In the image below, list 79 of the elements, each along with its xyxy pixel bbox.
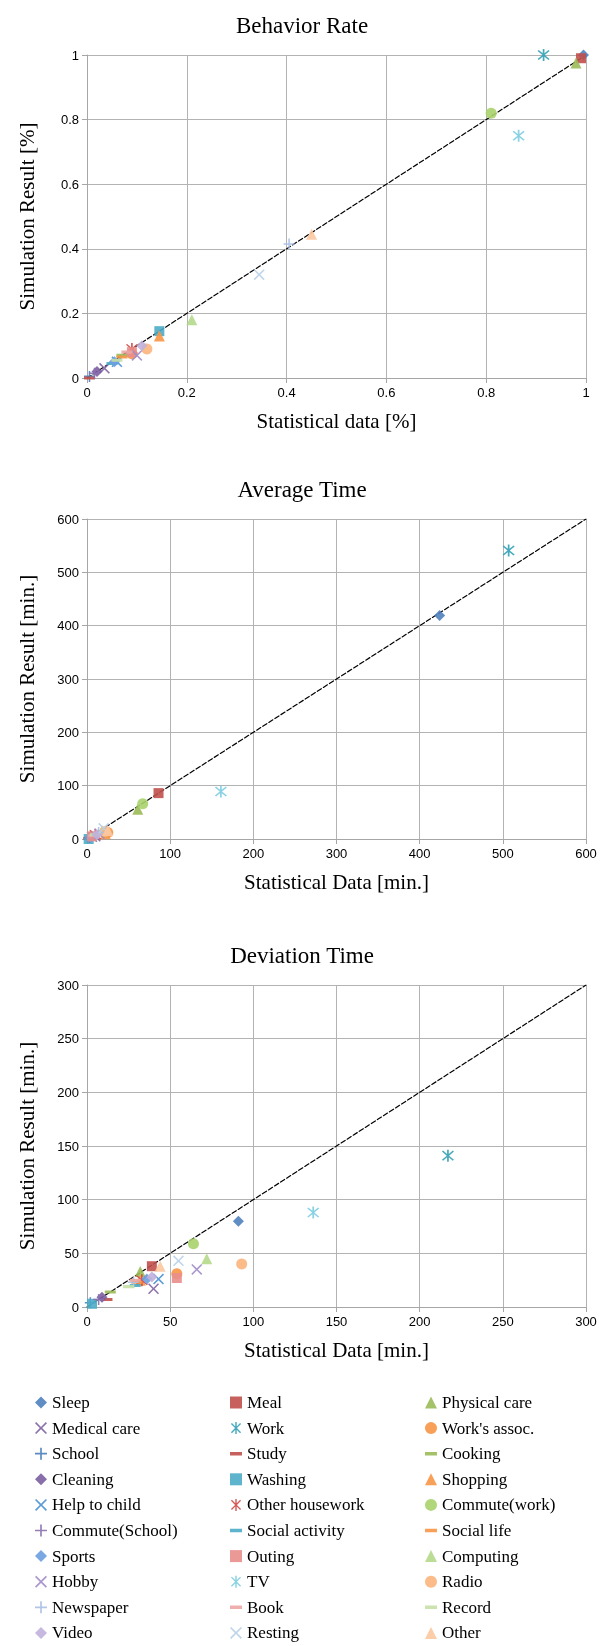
legend-label: Book: [247, 1597, 285, 1617]
x-tick-label: 0: [83, 385, 91, 400]
y-tick-label: 50: [64, 1245, 79, 1261]
legend-label: Sleep: [52, 1393, 90, 1412]
x-tick-label: 300: [325, 846, 348, 861]
legend-label: Cooking: [442, 1444, 502, 1464]
x-tick-label: 250: [491, 1314, 514, 1329]
y-tick-label: 300: [57, 671, 79, 687]
x-tick-label: 50: [162, 1314, 178, 1329]
y-tick-label: 600: [57, 511, 79, 527]
legend-label: Outing: [247, 1546, 295, 1566]
legend-label: Radio: [442, 1572, 483, 1592]
x-tick-label: 0: [83, 1314, 91, 1329]
y-axis-title: Simulation Result [min.]: [14, 574, 39, 784]
legend-label: Medical care: [52, 1418, 141, 1438]
y-tick-label: 100: [57, 1192, 79, 1208]
y-tick-label: 0.4: [60, 241, 79, 257]
x-tick-label: 0: [83, 846, 91, 861]
x-tick-label: 600: [575, 846, 597, 861]
legend-label: Other: [442, 1623, 482, 1643]
legend-label: Physical care: [442, 1393, 533, 1412]
chart-title: Deviation Time: [230, 943, 374, 968]
legend-label: Resting: [247, 1623, 300, 1643]
x-tick-label: 1: [582, 385, 590, 400]
legend-label: School: [52, 1444, 100, 1464]
y-tick-label: 0.8: [60, 112, 79, 128]
y-tick-label: 400: [57, 618, 79, 634]
x-tick-label: 0.2: [177, 385, 196, 400]
y-tick-label: 200: [57, 724, 79, 740]
legend-label: Help to child: [52, 1495, 142, 1515]
legend-label: Commute(work): [442, 1495, 556, 1515]
x-tick-label: 200: [408, 1314, 431, 1329]
y-tick-label: 250: [57, 1031, 79, 1047]
legend-label: Sports: [52, 1546, 96, 1566]
x-axis-title: Statistical Data [min.]: [244, 1337, 429, 1362]
x-tick-label: 0.8: [477, 385, 496, 400]
chart-title: Behavior Rate: [235, 13, 369, 38]
y-tick-label: 150: [57, 1138, 79, 1154]
y-axis-title: Simulation Result [min.]: [14, 1041, 39, 1251]
chart-title: Average Time: [237, 477, 367, 502]
legend-label: Commute(School): [52, 1521, 178, 1540]
legend-label: Work's assoc.: [442, 1418, 535, 1438]
y-tick-label: 0.2: [60, 305, 79, 321]
legend-label: Social life: [442, 1521, 512, 1540]
legend-label: Work: [247, 1418, 285, 1438]
legend-label: Newspaper: [52, 1597, 129, 1617]
x-tick-label: 0.6: [377, 385, 396, 400]
legend-label: Social activity: [247, 1521, 346, 1540]
y-tick-label: 500: [57, 564, 79, 580]
x-tick-label: 500: [491, 846, 514, 861]
x-tick-label: 100: [242, 1314, 265, 1329]
legend-label: Video: [52, 1623, 93, 1643]
y-tick-label: 300: [57, 977, 79, 993]
x-tick-label: 0.4: [277, 385, 296, 400]
legend-label: Other housework: [247, 1495, 366, 1515]
legend-label: Cleaning: [52, 1469, 114, 1489]
legend-label: Hobby: [52, 1572, 99, 1592]
y-tick-label: 0.6: [60, 176, 79, 192]
legend-label: Computing: [442, 1546, 520, 1566]
y-axis-title: Simulation Result [%]: [14, 122, 39, 311]
x-axis-title: Statistical data [%]: [256, 408, 417, 433]
x-tick-label: 300: [575, 1314, 597, 1329]
y-tick-label: 0: [71, 370, 79, 386]
y-tick-label: 200: [57, 1084, 79, 1100]
x-tick-label: 100: [159, 846, 182, 861]
x-axis-title: Statistical Data [min.]: [244, 869, 429, 894]
x-tick-label: 400: [408, 846, 431, 861]
legend-label: Shopping: [442, 1469, 508, 1489]
legend-label: Meal: [247, 1393, 283, 1412]
x-tick-label: 200: [242, 846, 265, 861]
legend-label: Study: [247, 1444, 288, 1464]
y-tick-label: 0: [71, 1299, 79, 1315]
x-tick-label: 150: [325, 1314, 348, 1329]
legend-label: Washing: [247, 1469, 307, 1489]
y-tick-label: 1: [71, 47, 79, 63]
legend-label: Record: [442, 1597, 492, 1617]
legend-label: TV: [247, 1572, 271, 1592]
y-tick-label: 0: [71, 831, 79, 847]
y-tick-label: 100: [57, 778, 79, 794]
